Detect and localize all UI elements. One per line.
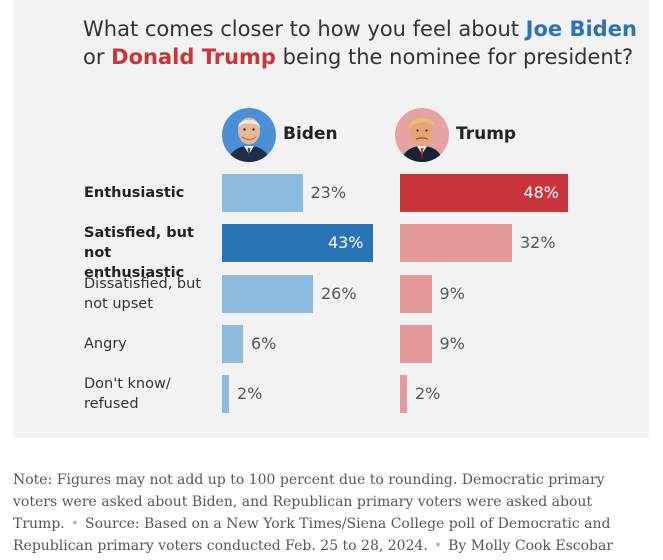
trump-bar [400,375,407,413]
biden-bar [222,375,229,413]
biden-bar [222,174,303,212]
category-label: Enthusiastic [84,183,214,203]
category-label-line: Don't know/ [84,376,171,392]
biden-bar [222,224,373,262]
trump-bar [400,174,568,212]
category-label-line: Enthusiastic [84,185,185,201]
separator-dot-icon: • [70,516,79,532]
biden-column-label: Biden [283,124,338,144]
category-label: Satisfied, but not enthusiastic [84,223,214,283]
trump-column-label: Trump [456,124,517,144]
category-label-line: not enthusiastic [84,245,185,281]
trump-bar [400,224,512,262]
trump-value-label: 48% [523,183,559,202]
byline: By Molly Cook Escobar [448,538,614,554]
trump-value-label: 9% [439,284,465,303]
title-trump-name: Donald Trump [111,45,276,69]
chart-title-line-1: What comes closer to how you feel about … [83,17,643,41]
chart-panel: What comes closer to how you feel about … [13,0,649,438]
trump-bar [400,325,432,363]
biden-portrait-icon [222,108,276,162]
category-label-line: Dissatisfied, but [84,276,202,292]
trump-value-label: 2% [415,384,441,403]
biden-value-label: 43% [327,233,364,252]
title-prefix: What comes closer to how you feel about [83,17,526,41]
note-text: Note: Figures may not add up to 100 perc… [13,472,605,532]
biden-value-label: 2% [237,384,263,403]
category-label: Angry [84,334,214,354]
category-label: Don't know/refused [84,374,214,414]
biden-value-label: 23% [310,183,347,202]
trump-portrait-icon [395,108,449,162]
title-suffix: being the nominee for president? [275,45,634,69]
title-biden-name: Joe Biden [525,17,637,41]
trump-value-label: 32% [520,233,556,252]
title-or: or [83,45,112,69]
category-label-line: Satisfied, but [84,225,194,241]
category-label-line: Angry [84,336,127,352]
separator-dot-icon: • [433,538,443,554]
category-label: Dissatisfied, but not upset [84,274,214,314]
biden-value-label: 26% [321,284,357,303]
category-label-line: not upset [84,296,153,312]
chart-note: Note: Figures may not add up to 100 perc… [13,469,653,557]
category-label-line: refused [84,396,139,412]
biden-value-label: 6% [251,334,277,353]
chart-title-line-2: or Donald Trump being the nominee for pr… [83,45,643,69]
trump-value-label: 9% [439,334,465,353]
biden-bar [222,275,313,313]
trump-bar [400,275,432,313]
biden-bar [222,325,243,363]
source-text: Source: Based on a New York Times/Siena … [13,516,611,554]
